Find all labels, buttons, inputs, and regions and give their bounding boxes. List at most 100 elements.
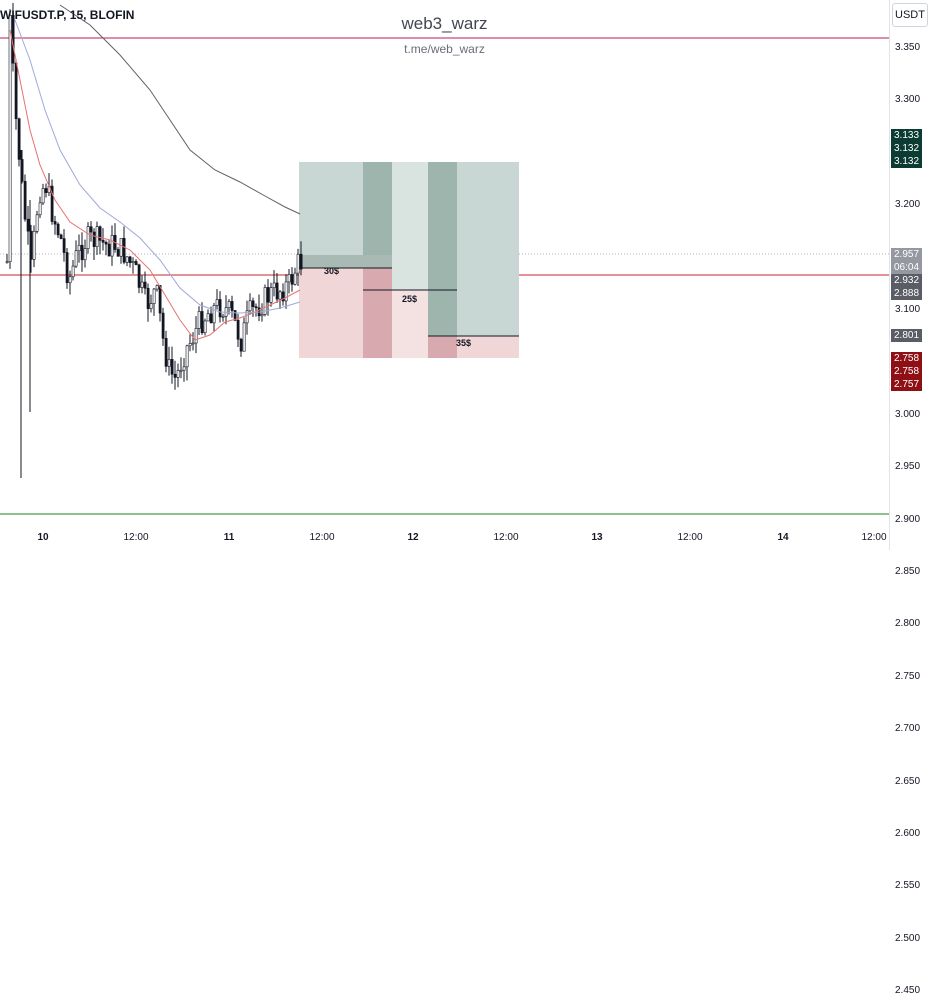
time-label: 11: [223, 532, 235, 543]
profit-highlight-1: [363, 162, 393, 268]
candle-body: [74, 250, 78, 267]
position-label-2: 25$: [402, 294, 418, 304]
time-label: 10: [37, 532, 49, 543]
candle-body: [266, 287, 270, 303]
time-label: 12: [407, 532, 419, 543]
candle-body: [179, 369, 183, 372]
candle-body: [284, 281, 288, 302]
candle-body: [26, 218, 30, 232]
price-badge: 2.757: [891, 378, 922, 391]
candle-body: [56, 223, 60, 236]
profit-highlight-3: [428, 162, 457, 336]
candle-body: [227, 301, 231, 308]
candle-body: [155, 285, 159, 290]
candle-body: [290, 274, 294, 285]
candle-body: [14, 62, 18, 120]
price-chart[interactable]: [0, 0, 889, 522]
price-badge: 2.932: [891, 274, 922, 287]
candle-body: [83, 248, 87, 261]
candle-body: [176, 370, 180, 378]
candle-body: [221, 315, 225, 318]
candle-body: [62, 238, 66, 253]
candle-body: [236, 319, 240, 340]
candle-body: [242, 322, 246, 352]
candle-body: [209, 313, 213, 324]
loss-highlight-3: [428, 336, 457, 358]
ma-slow-line: [59, 4, 301, 215]
candle-body: [161, 312, 165, 339]
price-badge: 06:04: [891, 261, 922, 274]
price-tick: 2.500: [895, 932, 921, 944]
candle-body: [287, 274, 291, 283]
watermark-subtitle: t.me/web_warz: [404, 42, 485, 56]
price-tick: 3.200: [895, 199, 921, 211]
candle-body: [278, 291, 282, 300]
price-tick: 2.850: [895, 566, 921, 577]
ma-mid-line: [14, 19, 301, 314]
candle-body: [65, 252, 69, 284]
price-badge: 3.132: [891, 155, 922, 168]
candle-body: [89, 226, 93, 233]
candle-body: [101, 240, 105, 243]
price-badge: 2.888: [891, 287, 922, 300]
time-label: 12:00: [123, 532, 149, 543]
price-tick: 2.650: [895, 775, 921, 787]
candle-body: [71, 265, 75, 278]
candle-body: [17, 118, 21, 160]
price-badge: 3.133: [891, 129, 922, 142]
currency-button[interactable]: USDT: [892, 3, 928, 27]
candle-body: [38, 202, 42, 216]
candle-body: [5, 261, 9, 264]
candle-body: [32, 230, 36, 260]
candle-body: [86, 226, 90, 249]
price-tick: 3.300: [895, 94, 921, 106]
candle-body: [77, 244, 81, 252]
candle-body: [191, 342, 195, 345]
time-label: 12:00: [677, 532, 703, 543]
candle-body: [215, 299, 219, 306]
profit-zone-2: [392, 162, 428, 290]
candle-body: [251, 300, 255, 307]
price-axis[interactable]: [889, 0, 932, 550]
price-tick: 3.350: [895, 42, 921, 53]
candle-body: [239, 338, 243, 352]
candle-body: [143, 281, 147, 289]
candle-body: [140, 281, 144, 288]
candle-body: [158, 285, 162, 314]
candle-body: [146, 287, 150, 309]
candle-body: [299, 253, 303, 270]
position-label-3: 35$: [456, 338, 472, 348]
candle-body: [296, 253, 300, 274]
loss-highlight-1: [363, 268, 393, 358]
price-badge: 3.132: [891, 142, 922, 155]
candle-body: [254, 306, 258, 309]
candle-body: [53, 221, 57, 225]
price-badge: 2.758: [891, 365, 922, 378]
loss-zone-2: [392, 290, 428, 358]
candle-body: [8, 15, 12, 263]
candle-body: [173, 373, 177, 378]
candle-body: [131, 261, 135, 263]
candle-body: [245, 310, 249, 324]
candle-body: [98, 226, 102, 241]
candle-body: [248, 300, 252, 312]
candle-body: [293, 272, 297, 285]
candle-body: [185, 345, 189, 368]
time-label: 14: [777, 532, 789, 543]
candle-body: [50, 185, 54, 222]
candle-body: [272, 282, 276, 289]
candle-body: [68, 276, 72, 284]
price-tick: 2.550: [895, 880, 921, 892]
symbol-info[interactable]: WIFUSDT.P, 15, BLOFIN: [0, 8, 135, 22]
candle-body: [212, 305, 216, 324]
time-label: 12:00: [861, 532, 887, 543]
candle-body: [188, 343, 192, 347]
candle-body: [35, 214, 39, 232]
candle-body: [167, 359, 171, 367]
price-tick: 3.000: [895, 408, 921, 420]
candle-body: [194, 328, 198, 344]
candle-body: [59, 234, 63, 239]
price-tick: 2.750: [895, 670, 921, 682]
chart-pane[interactable]: [0, 0, 889, 522]
price-tick: 2.700: [895, 723, 921, 735]
